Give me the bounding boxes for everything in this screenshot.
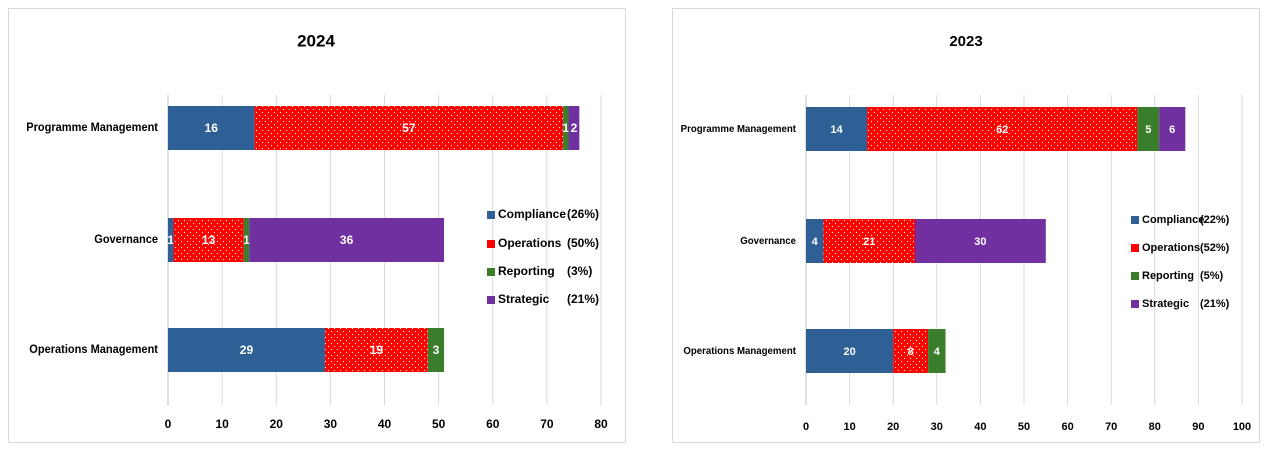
- legend-note: (52%): [1200, 242, 1230, 254]
- data-label: 3: [433, 343, 440, 357]
- data-label: 30: [974, 236, 986, 248]
- legend-swatch: [1131, 300, 1139, 308]
- legend-note: (50%): [567, 236, 599, 250]
- legend-label: Compliance: [498, 207, 566, 221]
- bar-segment: [249, 218, 445, 262]
- legend-label: Reporting: [498, 264, 555, 278]
- legend-swatch: [1131, 272, 1139, 280]
- bar-segment: [168, 218, 174, 262]
- data-label: 1: [243, 233, 250, 247]
- x-tick-label: 20: [887, 421, 899, 433]
- legend-note: (5%): [1200, 270, 1224, 282]
- legend-swatch: [487, 211, 495, 219]
- data-label: 1: [167, 233, 174, 247]
- bar-segment: [243, 218, 250, 262]
- legend-swatch: [487, 268, 495, 276]
- legend-label: Operations: [498, 236, 562, 250]
- legend-swatch: [1131, 244, 1139, 252]
- x-tick-label: 80: [1149, 421, 1161, 433]
- data-label: 2: [571, 121, 578, 135]
- x-tick-label: 100: [1233, 421, 1251, 433]
- data-label: 13: [202, 233, 216, 247]
- data-label: 20: [843, 346, 855, 358]
- bar-segment: [928, 329, 946, 373]
- legend-label: Strategic: [1142, 298, 1189, 310]
- bar-segment: [568, 106, 580, 150]
- y-tick-label: Programme Management: [681, 123, 797, 134]
- bar-segment: [867, 107, 1138, 151]
- y-tick-label: Governance: [94, 234, 158, 246]
- data-label: 1: [562, 121, 569, 135]
- bar-segment: [173, 218, 244, 262]
- x-tick-label: 70: [1105, 421, 1117, 433]
- x-tick-label: 20: [270, 417, 284, 431]
- legend-swatch: [487, 296, 495, 304]
- legend-swatch: [1131, 216, 1139, 224]
- bar-segment: [1137, 107, 1160, 151]
- data-label: 21: [863, 236, 875, 248]
- legend-note: (3%): [567, 264, 592, 278]
- y-tick-label: Operations Management: [683, 345, 796, 356]
- legend-note: (21%): [567, 292, 599, 306]
- legend-note: (22%): [1200, 214, 1230, 226]
- data-label: 62: [996, 124, 1008, 136]
- data-label: 36: [340, 233, 354, 247]
- legend-label: Compliance: [1142, 214, 1204, 226]
- x-tick-label: 80: [594, 417, 608, 431]
- bar-segment: [427, 328, 445, 372]
- y-tick-label: Governance: [740, 235, 796, 246]
- legend-label: Strategic: [498, 292, 550, 306]
- legend-swatch: [487, 240, 495, 248]
- data-label: 14: [830, 124, 843, 136]
- data-label: 5: [1145, 124, 1151, 136]
- chart-title: 2024: [297, 31, 335, 50]
- data-label: 4: [934, 346, 941, 358]
- data-label: 19: [370, 343, 384, 357]
- x-tick-label: 30: [324, 417, 338, 431]
- x-tick-label: 10: [843, 421, 855, 433]
- bar-segment: [324, 328, 428, 372]
- bar-segment: [254, 106, 564, 150]
- y-tick-label: Operations Management: [29, 344, 158, 356]
- x-tick-label: 70: [540, 417, 554, 431]
- legend-label: Reporting: [1142, 270, 1194, 282]
- legend-label: Operations: [1142, 242, 1200, 254]
- x-tick-label: 60: [486, 417, 500, 431]
- bar-segment: [1159, 107, 1186, 151]
- bar-segment: [168, 106, 255, 150]
- legend-note: (26%): [567, 207, 599, 221]
- bar-segment: [806, 329, 894, 373]
- x-tick-label: 60: [1061, 421, 1073, 433]
- x-tick-label: 40: [378, 417, 392, 431]
- data-label: 6: [1169, 124, 1175, 136]
- x-tick-label: 50: [432, 417, 446, 431]
- x-tick-label: 30: [931, 421, 943, 433]
- data-label: 8: [908, 346, 914, 358]
- bar-segment: [823, 219, 915, 263]
- x-tick-label: 10: [215, 417, 229, 431]
- y-tick-label: Programme Management: [26, 122, 158, 134]
- bar-segment: [915, 219, 1046, 263]
- x-tick-label: 40: [974, 421, 986, 433]
- x-tick-label: 0: [803, 421, 809, 433]
- legend-note: (21%): [1200, 298, 1230, 310]
- x-tick-label: 50: [1018, 421, 1030, 433]
- data-label: 29: [240, 343, 254, 357]
- bar-segment: [168, 328, 325, 372]
- data-label: 4: [812, 236, 819, 248]
- data-label: 57: [402, 121, 416, 135]
- x-tick-label: 90: [1192, 421, 1204, 433]
- chart-title: 2023: [949, 33, 982, 50]
- data-label: 16: [205, 121, 219, 135]
- x-tick-label: 0: [165, 417, 172, 431]
- bar-segment: [893, 329, 929, 373]
- bar-segment: [563, 106, 569, 150]
- bar-segment: [806, 219, 824, 263]
- bar-segment: [806, 107, 868, 151]
